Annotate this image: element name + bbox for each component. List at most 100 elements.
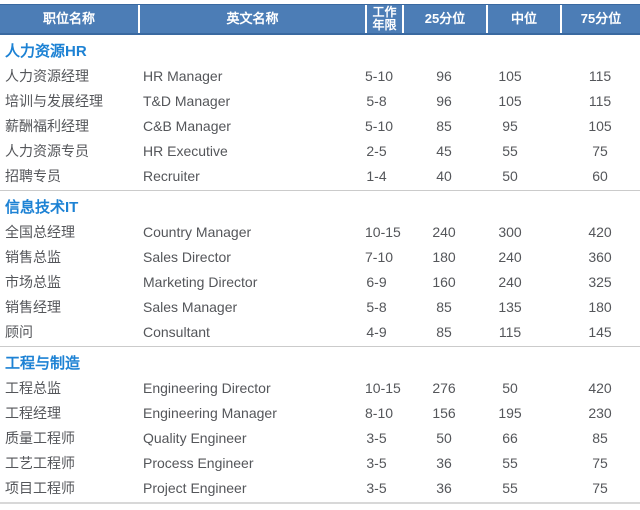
- p25-cell: 85: [436, 298, 452, 315]
- table-row: 工程总监 Engineering Director 10-15 276 50 420: [0, 375, 640, 400]
- table-row: 质量工程师 Quality Engineer 3-5 50 66 85: [0, 425, 640, 450]
- table-row: 市场总监 Marketing Director 6-9 160 240 325: [0, 269, 640, 294]
- p25-cell: 45: [436, 142, 452, 159]
- p25-cell: 156: [432, 404, 456, 421]
- work-years-cell: 3-5: [366, 454, 387, 471]
- work-years-cell: 2-5: [366, 142, 387, 159]
- position-name-en-cell: HR Executive: [143, 142, 228, 159]
- position-name-cn-cell: 质量工程师: [5, 429, 75, 446]
- median-cell: 105: [498, 67, 522, 84]
- header-work-years: 工作 年限: [365, 5, 402, 33]
- p25-cell: 180: [432, 248, 456, 265]
- p25-cell: 96: [436, 67, 452, 84]
- header-median: 中位: [486, 5, 560, 33]
- median-cell: 115: [498, 323, 522, 340]
- p25-cell: 85: [436, 323, 452, 340]
- header-75th-percentile: 75分位: [560, 5, 640, 33]
- median-cell: 50: [502, 167, 518, 184]
- p25-cell: 240: [432, 223, 456, 240]
- median-cell: 55: [502, 479, 518, 496]
- position-name-cn-cell: 人力资源经理: [5, 67, 89, 84]
- header-25th-percentile: 25分位: [402, 5, 486, 33]
- p75-cell: 60: [592, 167, 608, 184]
- work-years-cell: 3-5: [366, 479, 387, 496]
- p25-cell: 50: [436, 429, 452, 446]
- position-name-cn-cell: 招聘专员: [5, 167, 61, 184]
- position-name-cn-cell: 销售总监: [5, 248, 61, 265]
- table-row: 销售经理 Sales Manager 5-8 85 135 180: [0, 294, 640, 319]
- position-name-cn-cell: 培训与发展经理: [5, 92, 103, 109]
- median-cell: 240: [498, 273, 522, 290]
- position-name-en-cell: Country Manager: [143, 223, 252, 240]
- position-name-cn-cell: 工艺工程师: [5, 454, 75, 471]
- work-years-cell: 5-10: [365, 117, 394, 134]
- position-name-en-cell: Marketing Director: [143, 273, 258, 290]
- position-name-cn-cell: 销售经理: [5, 298, 61, 315]
- table-row: 培训与发展经理 T&D Manager 5-8 96 105 115: [0, 88, 640, 113]
- p75-cell: 75: [592, 479, 608, 496]
- median-cell: 300: [498, 223, 522, 240]
- position-name-cn-cell: 顾问: [5, 323, 33, 340]
- work-years-cell: 10-15: [365, 223, 401, 240]
- p75-cell: 115: [588, 67, 612, 84]
- work-years-cell: 6-9: [366, 273, 387, 290]
- median-cell: 55: [502, 142, 518, 159]
- section-title: 信息技术IT: [5, 199, 79, 216]
- p25-cell: 85: [436, 117, 452, 134]
- median-cell: 95: [502, 117, 518, 134]
- section-title: 人力资源HR: [5, 43, 87, 60]
- position-name-cn-cell: 人力资源专员: [5, 142, 89, 159]
- p75-cell: 180: [588, 298, 612, 315]
- p25-cell: 96: [436, 92, 452, 109]
- position-name-en-cell: Consultant: [143, 323, 210, 340]
- p25-cell: 276: [432, 379, 456, 396]
- median-cell: 55: [502, 454, 518, 471]
- table-row: 全国总经理 Country Manager 10-15 240 300 420: [0, 219, 640, 244]
- work-years-cell: 3-5: [366, 429, 387, 446]
- position-name-en-cell: Engineering Director: [143, 379, 271, 396]
- position-name-cn-cell: 工程经理: [5, 404, 61, 421]
- section-divider: [0, 502, 640, 504]
- p75-cell: 145: [588, 323, 612, 340]
- p75-cell: 75: [592, 454, 608, 471]
- position-name-en-cell: Project Engineer: [143, 479, 247, 496]
- work-years-cell: 5-8: [366, 92, 387, 109]
- p25-cell: 160: [432, 273, 456, 290]
- header-position-name-cn: 职位名称: [42, 11, 95, 26]
- work-years-cell: 10-15: [365, 379, 401, 396]
- p75-cell: 420: [588, 379, 612, 396]
- position-name-en-cell: Sales Manager: [143, 298, 238, 315]
- median-cell: 66: [502, 429, 518, 446]
- p25-cell: 40: [436, 167, 452, 184]
- position-name-cn-cell: 项目工程师: [5, 479, 75, 496]
- position-name-en-cell: Process Engineer: [143, 454, 254, 471]
- median-cell: 50: [502, 379, 518, 396]
- median-cell: 135: [498, 298, 522, 315]
- p75-cell: 115: [588, 92, 612, 109]
- p25-cell: 36: [436, 454, 452, 471]
- table-row: 顾问 Consultant 4-9 85 115 145: [0, 319, 640, 344]
- position-name-cn-cell: 工程总监: [5, 379, 61, 396]
- position-name-en-cell: C&B Manager: [143, 117, 231, 134]
- position-name-cn-cell: 薪酬福利经理: [5, 117, 89, 134]
- table-row: 招聘专员 Recruiter 1-4 40 50 60: [0, 163, 640, 188]
- header-position-name-en: 英文名称: [138, 5, 365, 33]
- table-header-row: 职位名称 英文名称 工作 年限 25分位 中位 75分位: [0, 4, 640, 35]
- work-years-cell: 5-8: [366, 298, 387, 315]
- table-row: 人力资源专员 HR Executive 2-5 45 55 75: [0, 138, 640, 163]
- table-row: 项目工程师 Project Engineer 3-5 36 55 75: [0, 475, 640, 500]
- position-name-en-cell: Sales Director: [143, 248, 231, 265]
- p75-cell: 420: [588, 223, 612, 240]
- p75-cell: 75: [592, 142, 608, 159]
- p75-cell: 85: [592, 429, 608, 446]
- table-row: 销售总监 Sales Director 7-10 180 240 360: [0, 244, 640, 269]
- position-name-en-cell: Engineering Manager: [143, 404, 277, 421]
- median-cell: 195: [498, 404, 522, 421]
- p25-cell: 36: [436, 479, 452, 496]
- p75-cell: 105: [588, 117, 612, 134]
- work-years-cell: 1-4: [366, 167, 387, 184]
- table-body: 人力资源HR 人力资源经理 HR Manager 5-10 96 105 115 培训与发展经…: [0, 35, 640, 504]
- median-cell: 105: [498, 92, 522, 109]
- position-name-en-cell: Recruiter: [143, 167, 200, 184]
